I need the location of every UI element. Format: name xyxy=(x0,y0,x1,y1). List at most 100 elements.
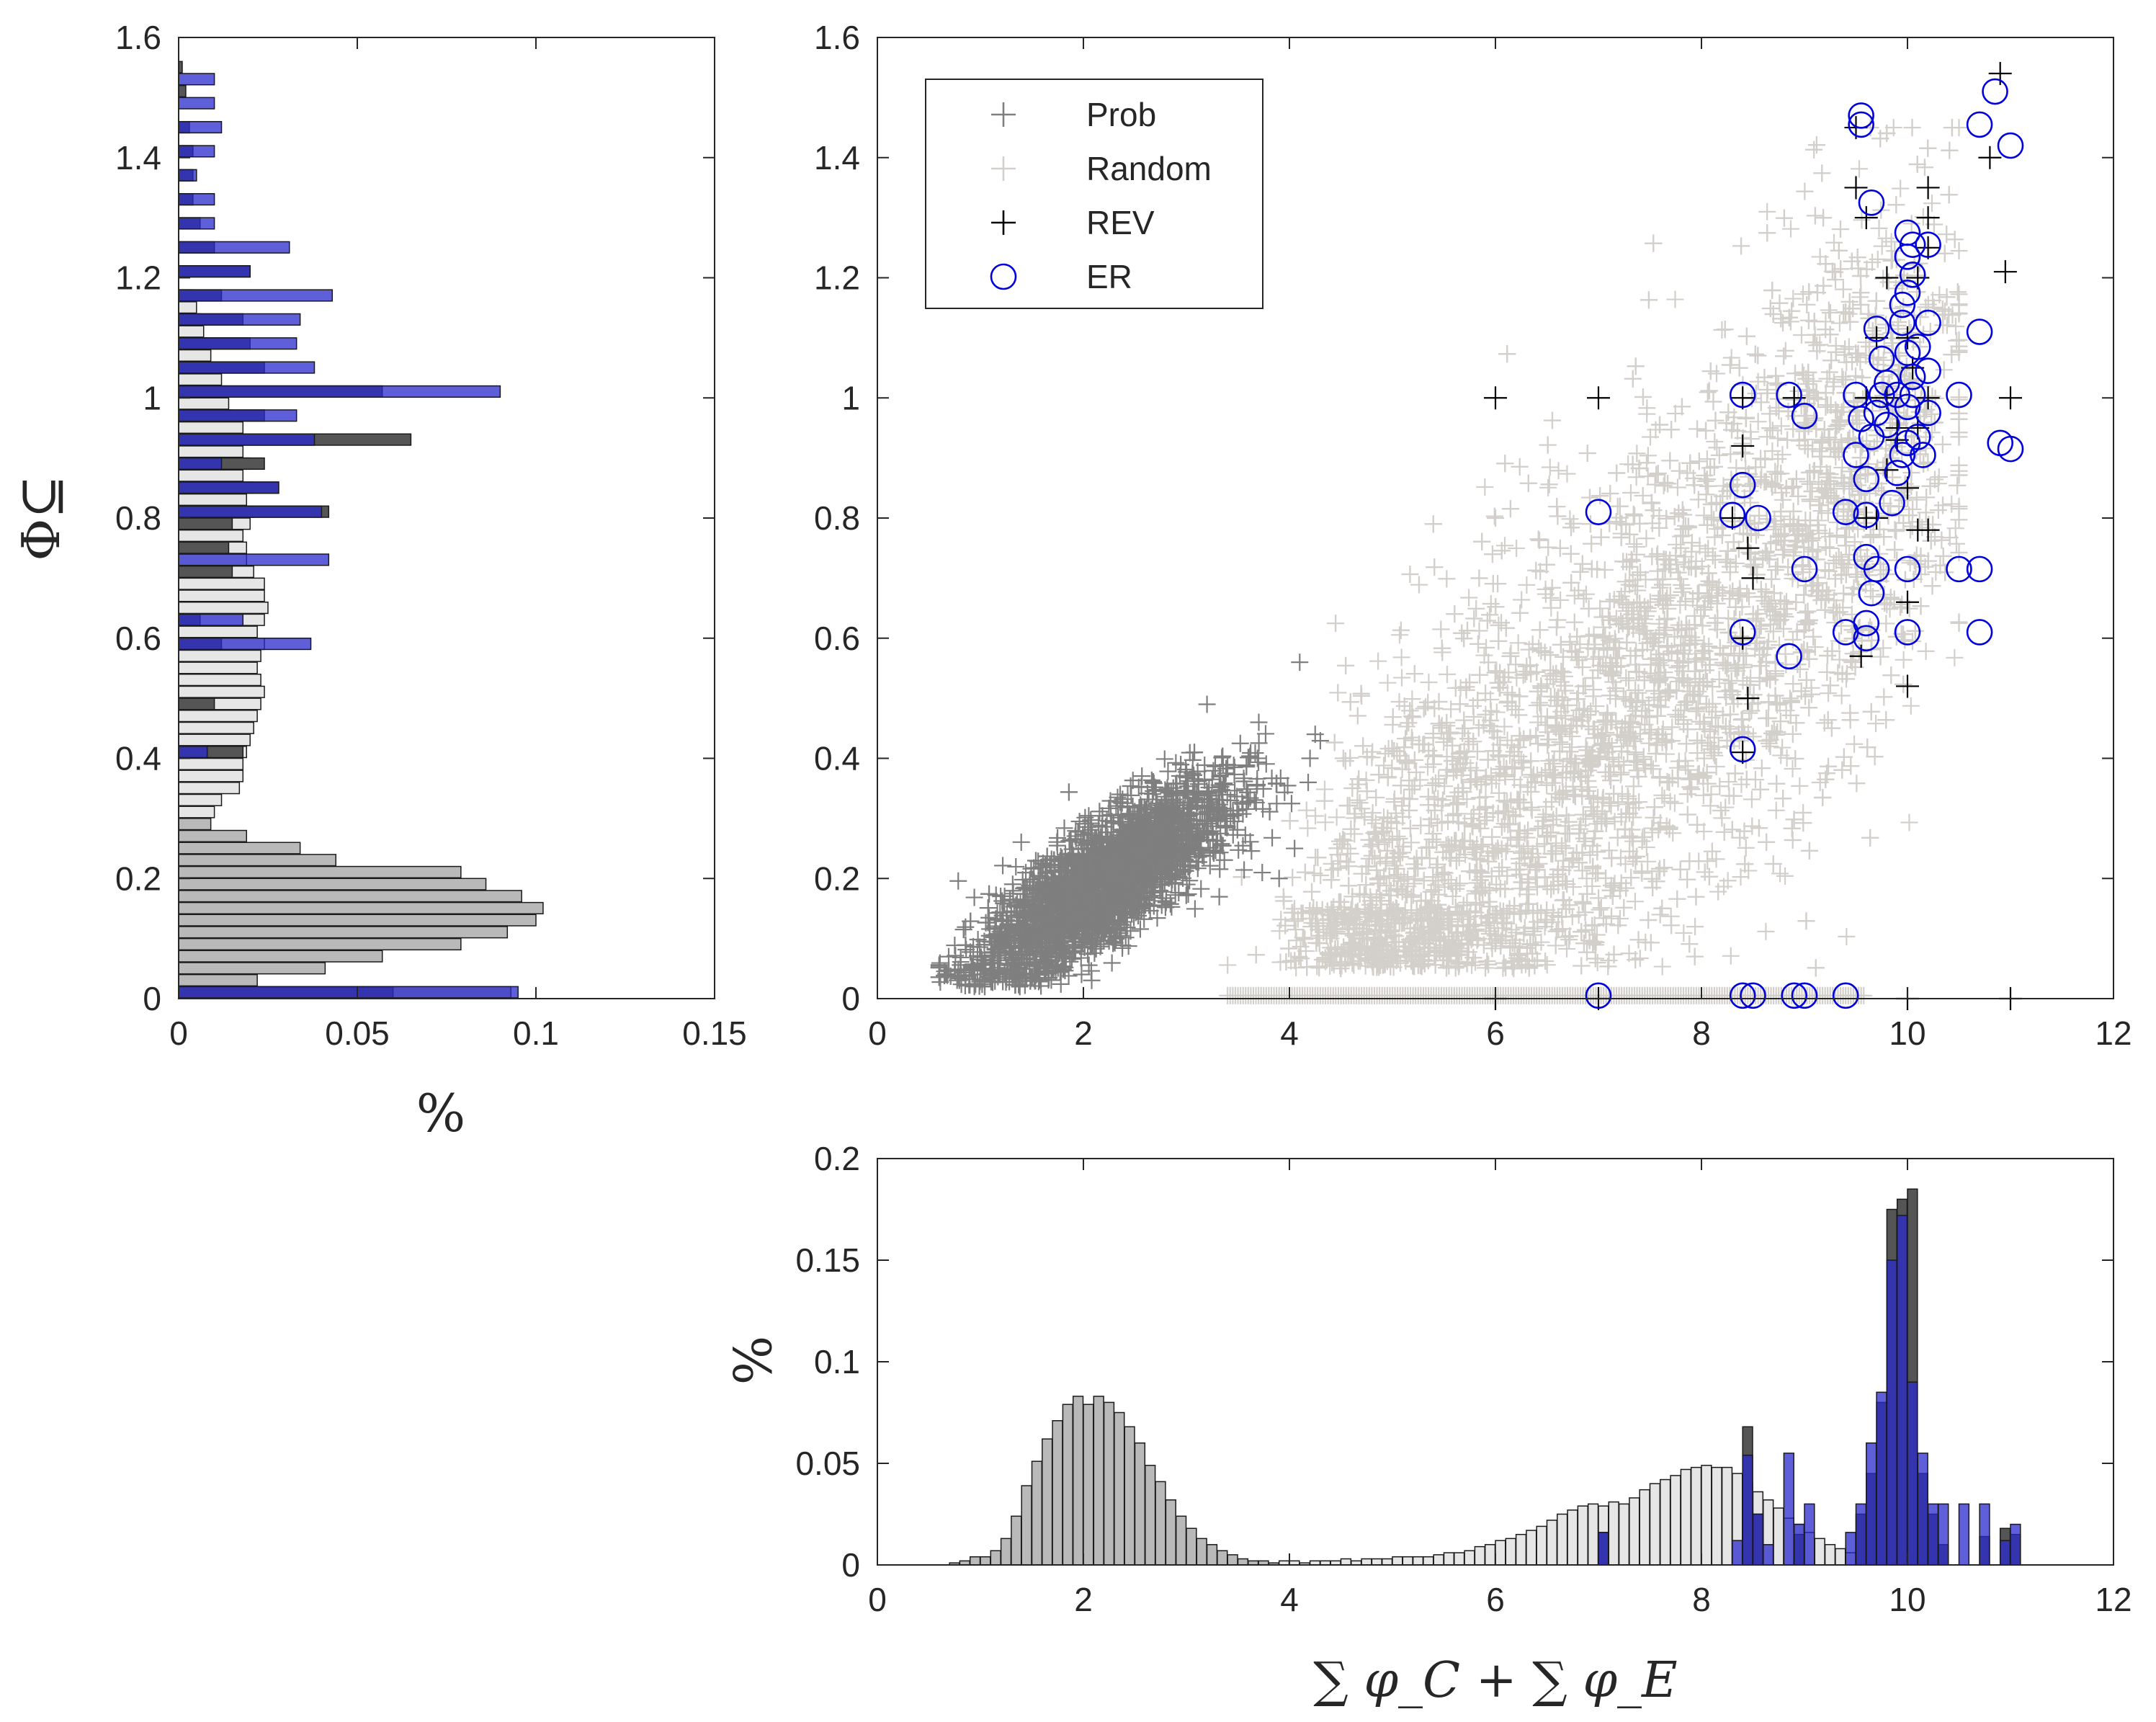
left-hist-bar xyxy=(178,505,323,518)
random-point xyxy=(1509,634,1527,652)
random-point xyxy=(1701,737,1719,755)
random-point xyxy=(1429,790,1447,808)
left-hist-bar xyxy=(178,265,251,278)
random-point xyxy=(1487,509,1505,527)
random-point xyxy=(1789,382,1807,400)
random-point xyxy=(1397,718,1415,736)
random-point xyxy=(1784,290,1802,308)
random-point xyxy=(1708,439,1726,457)
left-hist-bar xyxy=(178,757,244,770)
left-hist-bar xyxy=(178,854,336,867)
random-point xyxy=(1463,956,1481,974)
random-point xyxy=(1752,450,1770,468)
random-point xyxy=(1767,801,1785,819)
left-hist-bar xyxy=(178,349,212,362)
random-point xyxy=(1458,790,1476,808)
left-hist-bar xyxy=(178,926,509,939)
random-point xyxy=(1714,707,1732,725)
left-hist-bar xyxy=(178,685,265,698)
left-hist-bar xyxy=(178,661,258,674)
random-point xyxy=(1675,924,1693,942)
random-point xyxy=(1476,478,1494,496)
random-point xyxy=(1764,623,1782,641)
random-point xyxy=(1741,514,1759,532)
random-point xyxy=(1768,696,1786,714)
left-hist-ytick-label: 1.6 xyxy=(115,19,161,56)
random-point xyxy=(1219,956,1237,974)
random-point xyxy=(1851,160,1869,178)
left-hist-bar xyxy=(178,746,208,759)
random-point xyxy=(1579,639,1597,657)
left-hist-bar xyxy=(178,829,247,842)
left-hist-bar xyxy=(178,818,212,831)
random-point xyxy=(1626,893,1644,911)
left-hist-ytick-label: 1.4 xyxy=(115,139,161,177)
random-point xyxy=(1895,651,1913,669)
left-hist-ytick-label: 0.6 xyxy=(115,620,161,657)
left-hist-bar xyxy=(178,493,247,507)
left-hist-bar xyxy=(178,950,383,963)
random-point xyxy=(1676,645,1694,663)
random-point xyxy=(1518,576,1536,594)
random-point xyxy=(1449,805,1467,823)
left-hist-bar xyxy=(178,169,197,182)
random-point xyxy=(1774,491,1792,509)
left-hist-bar xyxy=(178,541,230,554)
left-hist-bar xyxy=(178,120,223,134)
random-point xyxy=(1442,700,1460,718)
random-point xyxy=(1760,734,1778,752)
random-point xyxy=(1601,767,1619,785)
random-point xyxy=(1749,413,1767,431)
random-point xyxy=(1707,850,1725,868)
random-point xyxy=(1539,826,1557,844)
left-hist-ytick-label: 0.4 xyxy=(115,740,161,777)
left-hist-xtick-label: 0 xyxy=(169,1014,188,1052)
random-point xyxy=(1820,684,1838,702)
left-hist-bar xyxy=(178,421,244,434)
random-point xyxy=(1588,954,1606,972)
left-hist-bar xyxy=(178,385,501,398)
left-hist-bar xyxy=(178,878,487,891)
scatter-points xyxy=(930,62,2024,1010)
random-point xyxy=(1887,522,1905,540)
left-hist-bar xyxy=(178,373,223,386)
random-point xyxy=(1947,317,1965,335)
left-hist-bar xyxy=(178,697,215,710)
left-hist-bar xyxy=(178,589,265,602)
random-point xyxy=(1552,591,1570,609)
random-point xyxy=(1821,539,1839,557)
random-point xyxy=(1393,669,1411,687)
random-point xyxy=(1508,539,1526,557)
left-hist-bar xyxy=(178,649,261,662)
random-point xyxy=(1707,757,1725,775)
random-point xyxy=(1584,687,1602,705)
left-hist-bar xyxy=(178,842,301,855)
left-hist-er-series xyxy=(178,73,519,999)
random-point xyxy=(1694,786,1712,804)
left-hist-ytick-label: 0.8 xyxy=(115,499,161,537)
random-point xyxy=(1561,510,1579,528)
left-hist-bar xyxy=(178,638,312,651)
random-point xyxy=(1722,349,1740,367)
left-hist-bar xyxy=(178,973,258,987)
left-hist-bar xyxy=(178,217,215,230)
random-point xyxy=(1307,807,1325,825)
random-point xyxy=(1639,468,1657,486)
random-point xyxy=(1950,543,1968,561)
random-point xyxy=(1825,233,1843,251)
random-point xyxy=(1577,585,1595,603)
random-point xyxy=(1838,927,1856,945)
left-hist-bar xyxy=(178,241,290,254)
left-hist-bar xyxy=(178,73,215,86)
random-point xyxy=(1316,813,1334,831)
left-hist-bar xyxy=(178,962,326,975)
random-point xyxy=(1542,599,1560,617)
left-hist-plot-area xyxy=(179,37,715,999)
random-point xyxy=(1668,478,1686,496)
left-hist-xtick-label: 0.05 xyxy=(325,1014,390,1052)
left-hist-bar xyxy=(178,529,244,543)
